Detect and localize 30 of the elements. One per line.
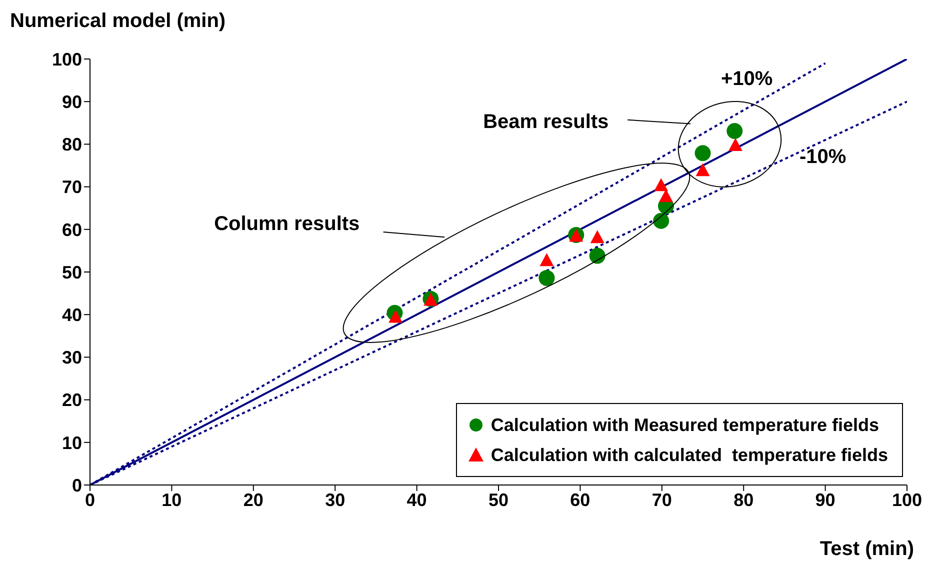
x-tick-label: 40	[406, 490, 427, 510]
x-tick-label: 20	[243, 490, 264, 510]
y-axis-title: Numerical model (min)	[10, 10, 226, 33]
annotation: -10%	[799, 146, 846, 168]
y-tick-label: 90	[62, 92, 82, 112]
y-tick-label: 0	[72, 475, 82, 496]
legend-label: Calculation with Measured temperature fields	[490, 414, 880, 437]
x-tick-label: 30	[325, 490, 346, 510]
y-tick-label: 50	[62, 262, 82, 282]
y-tick-label: 20	[62, 390, 82, 410]
x-tick-label: 10	[162, 490, 182, 510]
x-tick-label: 0	[84, 490, 96, 510]
x-tick-label: 60	[570, 490, 590, 510]
y-tick-label: 70	[62, 177, 82, 198]
x-tick-label: 100	[892, 490, 922, 510]
y-tick-label: 40	[62, 304, 82, 325]
legend-label: Calculation with calculated temperature fields	[490, 444, 888, 467]
x-tick-label: 80	[734, 490, 754, 510]
annotation: +10%	[721, 68, 773, 90]
x-axis-title: Test (min)	[820, 538, 914, 561]
annotation: Beam results	[483, 111, 609, 134]
x-tick-label: 50	[488, 490, 509, 510]
y-tick-label: 10	[62, 432, 82, 453]
y-tick-label: 30	[62, 348, 82, 368]
y-tick-label: 60	[62, 220, 82, 240]
y-tick-label: 80	[62, 134, 82, 155]
x-tick-label: 70	[652, 490, 672, 510]
annotation: Column results	[214, 212, 360, 235]
x-tick-label: 90	[815, 490, 836, 510]
y-tick-label: 100	[52, 49, 82, 70]
